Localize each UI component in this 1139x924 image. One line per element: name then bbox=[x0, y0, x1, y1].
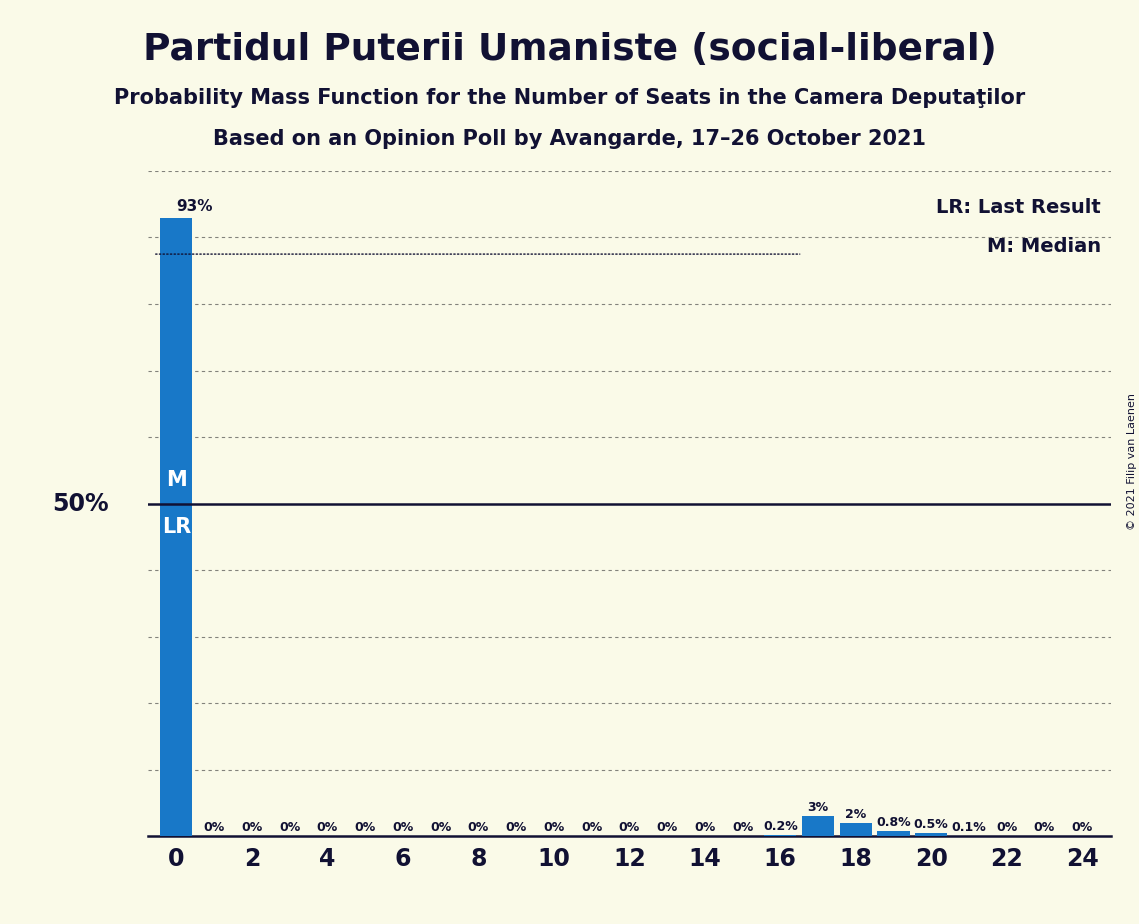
Text: 0.5%: 0.5% bbox=[913, 818, 949, 831]
Text: © 2021 Filip van Laenen: © 2021 Filip van Laenen bbox=[1126, 394, 1137, 530]
Text: Based on an Opinion Poll by Avangarde, 17–26 October 2021: Based on an Opinion Poll by Avangarde, 1… bbox=[213, 129, 926, 150]
Text: 0%: 0% bbox=[1034, 821, 1055, 834]
Bar bbox=[802, 816, 834, 836]
Text: 3%: 3% bbox=[808, 801, 828, 814]
Text: 0%: 0% bbox=[581, 821, 603, 834]
Text: Probability Mass Function for the Number of Seats in the Camera Deputaţilor: Probability Mass Function for the Number… bbox=[114, 88, 1025, 108]
Bar bbox=[839, 823, 871, 836]
Text: 0%: 0% bbox=[997, 821, 1017, 834]
Text: 0%: 0% bbox=[429, 821, 451, 834]
Text: 0%: 0% bbox=[1072, 821, 1092, 834]
Text: M: Median: M: Median bbox=[986, 237, 1101, 257]
Text: 0%: 0% bbox=[543, 821, 565, 834]
Text: 93%: 93% bbox=[177, 200, 213, 214]
Text: 0%: 0% bbox=[506, 821, 526, 834]
Text: 0%: 0% bbox=[392, 821, 413, 834]
Bar bbox=[916, 833, 948, 836]
Text: 0%: 0% bbox=[694, 821, 715, 834]
Bar bbox=[877, 831, 910, 836]
Text: 0%: 0% bbox=[468, 821, 489, 834]
Text: 0.2%: 0.2% bbox=[763, 820, 797, 833]
Text: 0%: 0% bbox=[656, 821, 678, 834]
Text: Partidul Puterii Umaniste (social-liberal): Partidul Puterii Umaniste (social-libera… bbox=[142, 32, 997, 68]
Text: M: M bbox=[166, 470, 187, 491]
Text: LR: Last Result: LR: Last Result bbox=[936, 198, 1101, 216]
Text: 0.8%: 0.8% bbox=[876, 816, 911, 829]
Text: 0%: 0% bbox=[354, 821, 376, 834]
Bar bbox=[764, 835, 796, 836]
Text: 0.1%: 0.1% bbox=[951, 821, 986, 833]
Text: 2%: 2% bbox=[845, 808, 867, 821]
Text: 0%: 0% bbox=[204, 821, 224, 834]
Text: 0%: 0% bbox=[241, 821, 262, 834]
Bar bbox=[161, 217, 192, 836]
Text: LR: LR bbox=[162, 517, 191, 537]
Text: 0%: 0% bbox=[732, 821, 753, 834]
Text: 50%: 50% bbox=[51, 492, 108, 516]
Text: 0%: 0% bbox=[317, 821, 338, 834]
Text: 0%: 0% bbox=[618, 821, 640, 834]
Text: 0%: 0% bbox=[279, 821, 301, 834]
